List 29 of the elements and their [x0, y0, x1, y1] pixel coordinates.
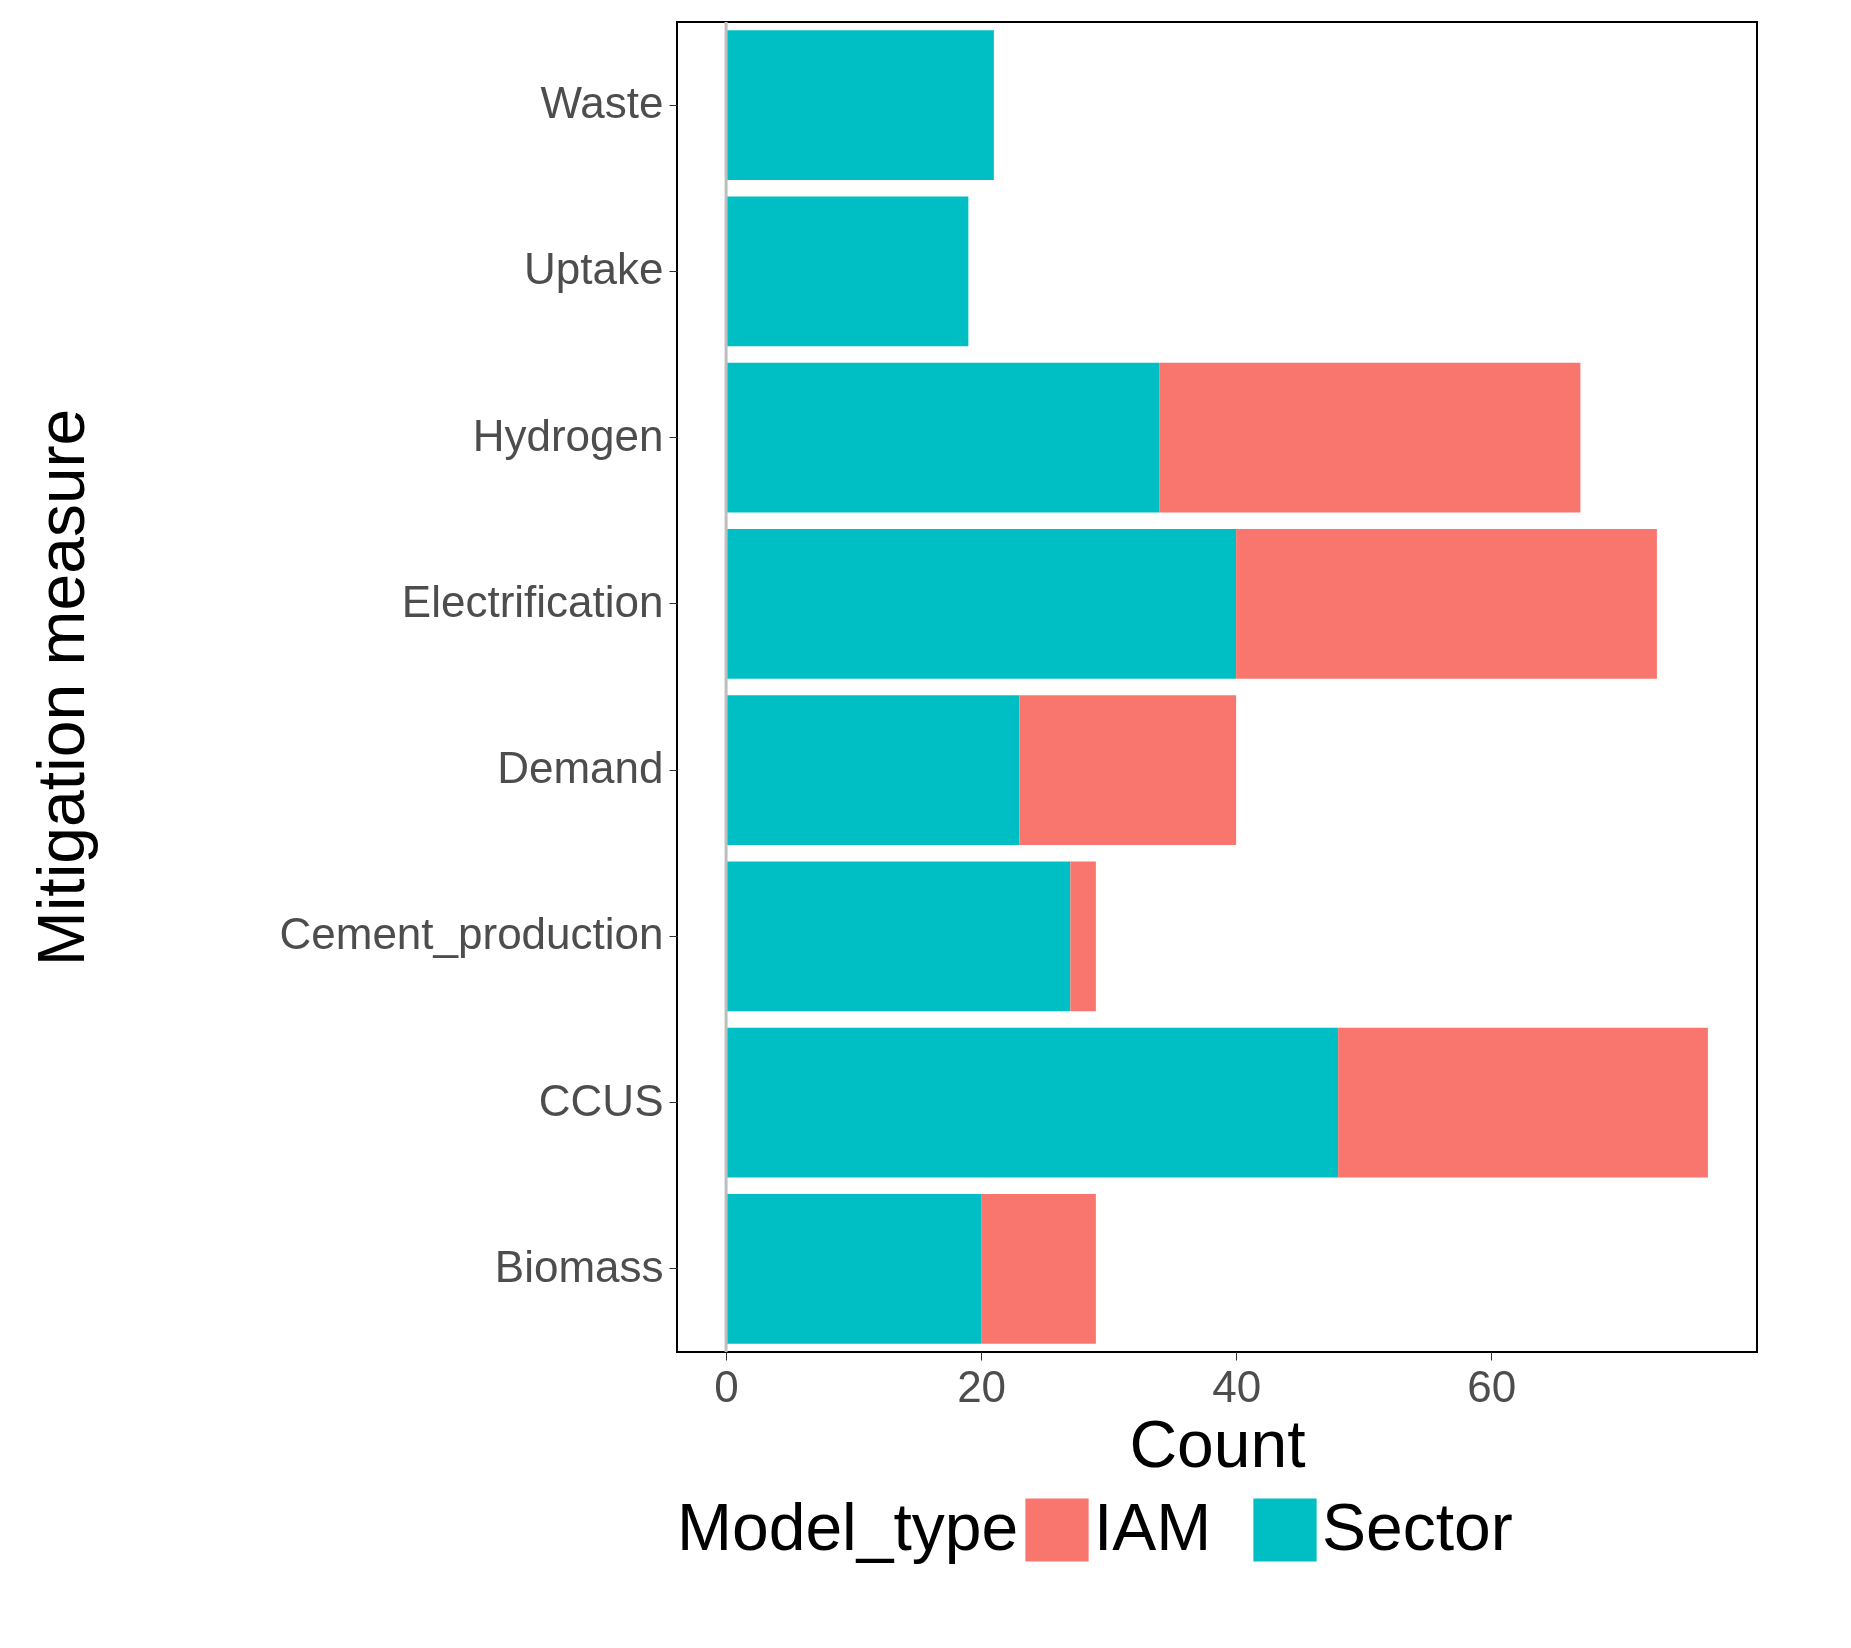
y-tick-label: CCUS — [538, 1075, 664, 1125]
y-tick-label: Hydrogen — [472, 410, 664, 460]
bar — [726, 1027, 1339, 1178]
legend-label: IAM — [1094, 1490, 1212, 1564]
bar — [1070, 861, 1096, 1012]
legend-title: Model_type — [677, 1490, 1019, 1564]
bar — [726, 695, 1020, 845]
y-axis-title: Mitigation measure — [23, 408, 98, 967]
y-tick-label: Cement_production — [279, 909, 664, 959]
legend-label: Sector — [1322, 1490, 1513, 1564]
y-tick-label: Demand — [497, 743, 664, 793]
bar — [726, 861, 1071, 1012]
y-tick-label: Uptake — [524, 244, 664, 294]
y-tick-label: Waste — [540, 78, 664, 128]
x-tick-label: 60 — [1467, 1361, 1517, 1411]
bar — [726, 196, 969, 347]
bar — [726, 529, 1237, 679]
y-tick-label: Biomass — [494, 1241, 664, 1291]
bar — [981, 1194, 1096, 1344]
y-tick-label: Electrification — [401, 576, 664, 626]
x-tick-label: 20 — [957, 1361, 1007, 1411]
bar — [1338, 1027, 1708, 1178]
bar — [1019, 695, 1237, 845]
bar — [1236, 529, 1657, 679]
bar — [726, 1194, 982, 1344]
bar — [726, 362, 1160, 513]
bar — [1159, 362, 1581, 513]
bar — [726, 30, 994, 180]
x-tick-label: 0 — [714, 1361, 739, 1411]
